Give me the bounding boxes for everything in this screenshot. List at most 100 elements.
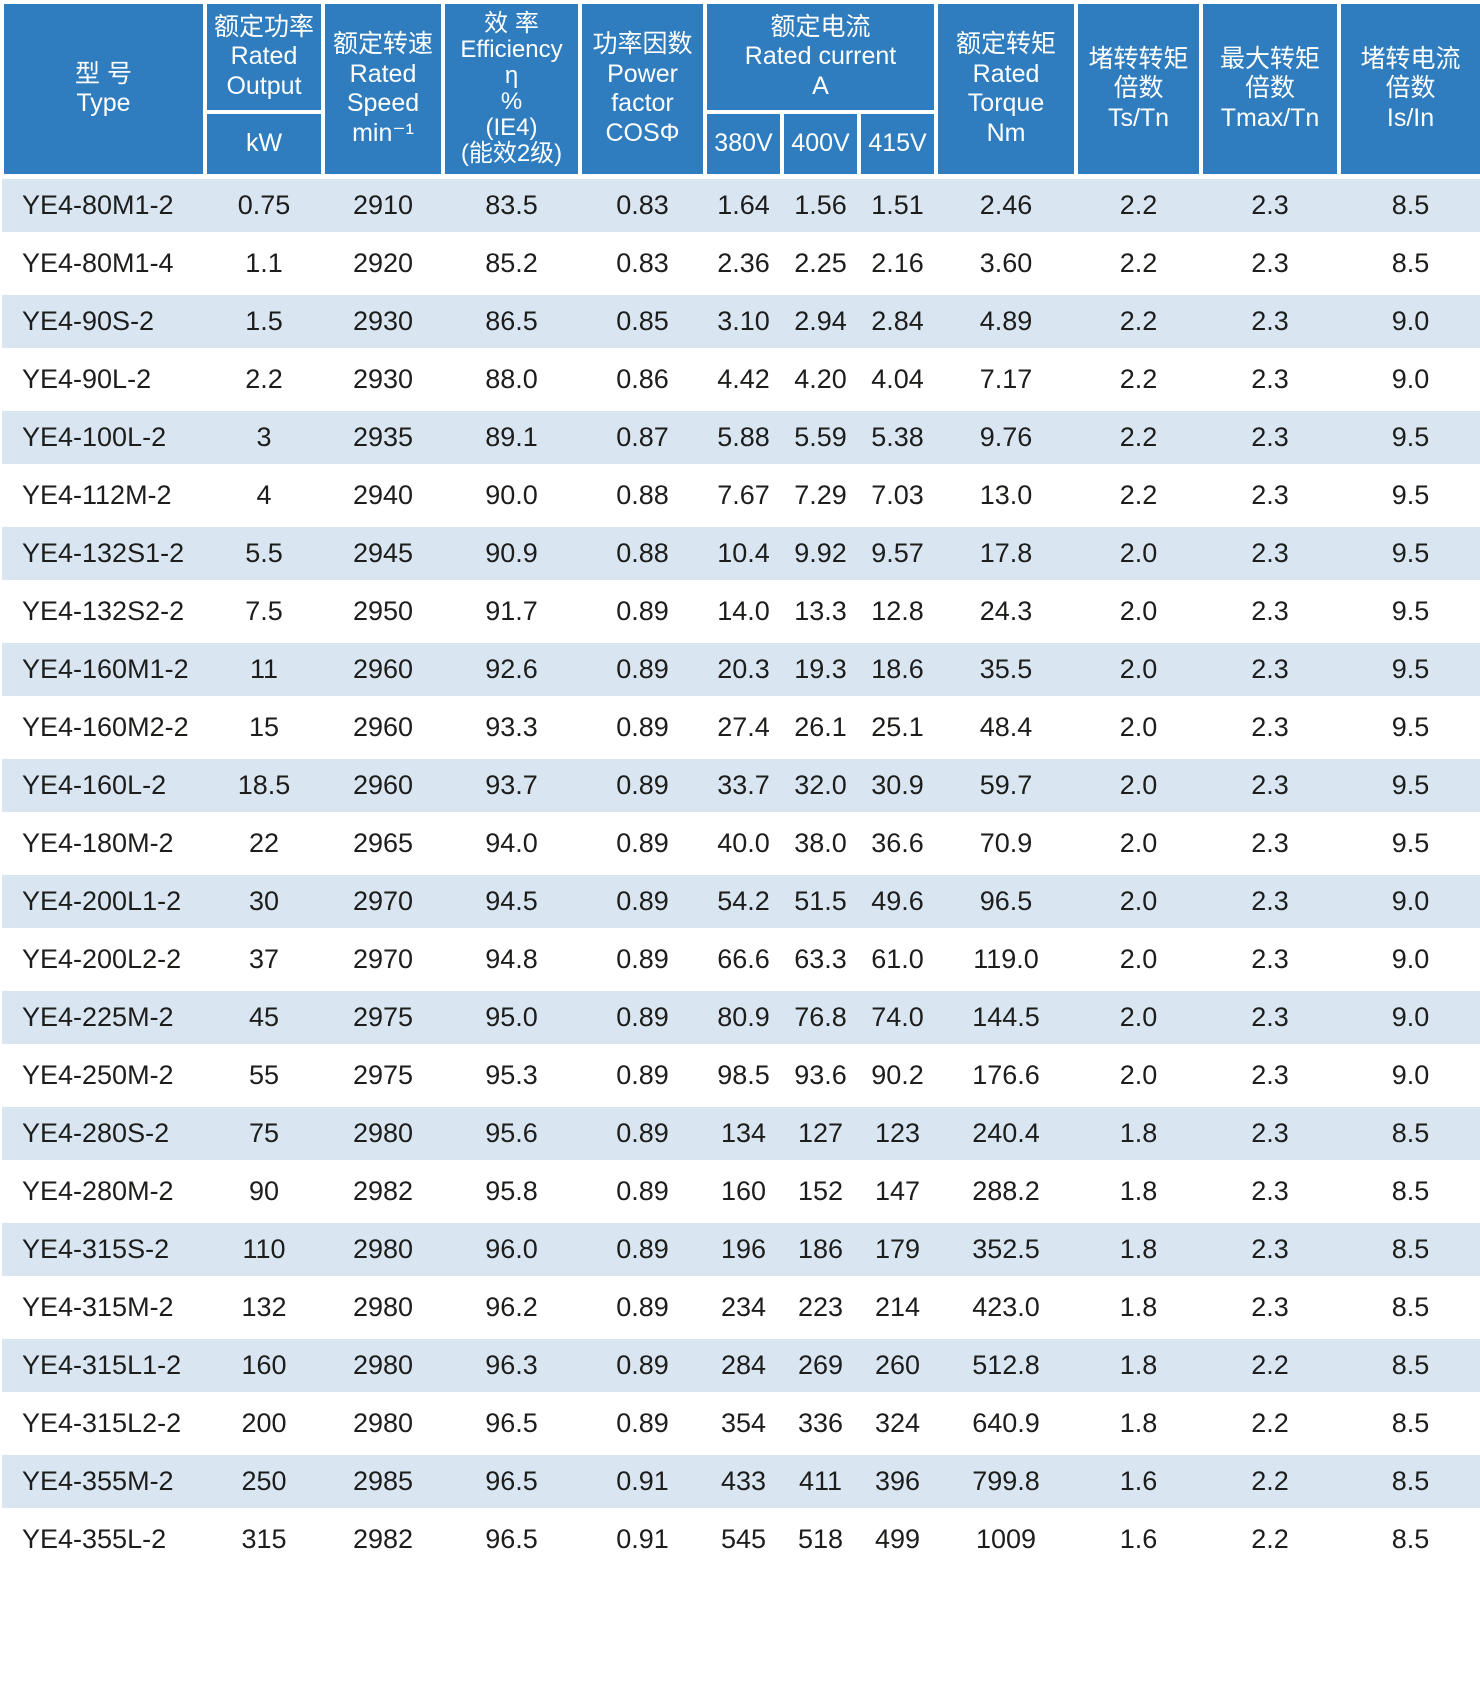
cell-efficiency: 96.0	[443, 1218, 580, 1281]
cell-efficiency: 85.2	[443, 232, 580, 295]
cell-efficiency: 95.6	[443, 1102, 580, 1165]
cell-ts_tn: 2.2	[1076, 290, 1202, 353]
cell-speed: 2930	[323, 290, 443, 353]
cell-type: YE4-200L2-2	[2, 928, 205, 991]
cell-i_415v: 49.6	[859, 870, 937, 933]
cell-ts_tn: 2.0	[1076, 812, 1202, 875]
cell-torque: 3.60	[936, 232, 1077, 295]
cell-kw: 250	[205, 1450, 323, 1513]
table-row: YE4-160L-2 18.5 2960 93.7 0.89 33.7 32.0 30.9 59…	[2, 754, 1480, 817]
cell-i_400v: 51.5	[782, 870, 859, 933]
cell-torque: 176.6	[936, 1044, 1077, 1107]
cell-speed: 2935	[323, 406, 443, 469]
cell-speed: 2970	[323, 928, 443, 991]
cell-torque: 640.9	[936, 1392, 1077, 1455]
cell-speed: 2960	[323, 638, 443, 701]
cell-i_400v: 7.29	[782, 464, 859, 527]
cell-speed: 2980	[323, 1334, 443, 1397]
cell-efficiency: 89.1	[443, 406, 580, 469]
cell-ts_tn: 1.6	[1076, 1508, 1202, 1571]
cell-speed: 2975	[323, 986, 443, 1049]
col-header-400v: 400V	[780, 110, 861, 179]
cell-efficiency: 88.0	[443, 348, 580, 411]
cell-cos_phi: 0.89	[580, 1044, 705, 1107]
cell-type: YE4-315S-2	[2, 1218, 205, 1281]
cell-torque: 70.9	[936, 812, 1077, 875]
col-header-efficiency: 效 率 Efficiency η % (IE4) (能效2级)	[441, 0, 582, 179]
cell-i_415v: 2.84	[859, 290, 937, 353]
cell-torque: 423.0	[936, 1276, 1077, 1339]
cell-speed: 2970	[323, 870, 443, 933]
cell-torque: 59.7	[936, 754, 1077, 817]
cell-type: YE4-355M-2	[2, 1450, 205, 1513]
cell-is_in: 8.5	[1339, 1102, 1480, 1165]
cell-kw: 55	[205, 1044, 323, 1107]
cell-i_400v: 13.3	[782, 580, 859, 643]
cell-i_415v: 2.16	[859, 232, 937, 295]
cell-i_415v: 61.0	[859, 928, 937, 991]
cell-torque: 7.17	[936, 348, 1077, 411]
cell-tmax_tn: 2.3	[1201, 812, 1340, 875]
col-header-rated-speed: 额定转速 Rated Speed min⁻¹	[321, 0, 445, 179]
cell-is_in: 9.5	[1339, 812, 1480, 875]
cell-type: YE4-315L2-2	[2, 1392, 205, 1455]
cell-speed: 2975	[323, 1044, 443, 1107]
cell-kw: 132	[205, 1276, 323, 1339]
cell-i_415v: 179	[859, 1218, 937, 1281]
cell-i_400v: 32.0	[782, 754, 859, 817]
cell-i_400v: 9.92	[782, 522, 859, 585]
cell-efficiency: 92.6	[443, 638, 580, 701]
table-row: YE4-80M1-2 0.75 2910 83.5 0.83 1.64 1.56 1.51 2.…	[2, 174, 1480, 237]
cell-i_400v: 38.0	[782, 812, 859, 875]
cell-type: YE4-250M-2	[2, 1044, 205, 1107]
cell-i_415v: 123	[859, 1102, 937, 1165]
cell-ts_tn: 2.0	[1076, 696, 1202, 759]
cell-is_in: 9.0	[1339, 290, 1480, 353]
cell-cos_phi: 0.89	[580, 1102, 705, 1165]
cell-efficiency: 86.5	[443, 290, 580, 353]
cell-speed: 2980	[323, 1218, 443, 1281]
cell-torque: 799.8	[936, 1450, 1077, 1513]
cell-cos_phi: 0.89	[580, 1276, 705, 1339]
cell-type: YE4-80M1-4	[2, 232, 205, 295]
cell-kw: 5.5	[205, 522, 323, 585]
cell-cos_phi: 0.91	[580, 1508, 705, 1571]
cell-cos_phi: 0.87	[580, 406, 705, 469]
cell-efficiency: 96.2	[443, 1276, 580, 1339]
cell-ts_tn: 2.2	[1076, 174, 1202, 237]
cell-ts_tn: 2.0	[1076, 754, 1202, 817]
cell-i_380v: 1.64	[705, 174, 782, 237]
cell-i_380v: 284	[705, 1334, 782, 1397]
cell-tmax_tn: 2.3	[1201, 1044, 1340, 1107]
cell-ts_tn: 1.8	[1076, 1392, 1202, 1455]
table-row: YE4-180M-2 22 2965 94.0 0.89 40.0 38.0 36.6 70.9…	[2, 812, 1480, 875]
cell-type: YE4-315L1-2	[2, 1334, 205, 1397]
cell-type: YE4-355L-2	[2, 1508, 205, 1571]
cell-i_400v: 26.1	[782, 696, 859, 759]
cell-efficiency: 91.7	[443, 580, 580, 643]
cell-speed: 2950	[323, 580, 443, 643]
cell-efficiency: 95.8	[443, 1160, 580, 1223]
cell-speed: 2980	[323, 1276, 443, 1339]
cell-i_415v: 9.57	[859, 522, 937, 585]
cell-is_in: 8.5	[1339, 1218, 1480, 1281]
cell-type: YE4-112M-2	[2, 464, 205, 527]
cell-i_380v: 3.10	[705, 290, 782, 353]
cell-ts_tn: 1.8	[1076, 1276, 1202, 1339]
cell-tmax_tn: 2.2	[1201, 1334, 1340, 1397]
cell-type: YE4-90S-2	[2, 290, 205, 353]
cell-type: YE4-80M1-2	[2, 174, 205, 237]
cell-torque: 17.8	[936, 522, 1077, 585]
cell-efficiency: 96.3	[443, 1334, 580, 1397]
cell-tmax_tn: 2.2	[1201, 1450, 1340, 1513]
cell-speed: 2982	[323, 1160, 443, 1223]
cell-i_415v: 260	[859, 1334, 937, 1397]
cell-is_in: 8.5	[1339, 1276, 1480, 1339]
cell-i_415v: 4.04	[859, 348, 937, 411]
cell-ts_tn: 2.2	[1076, 348, 1202, 411]
cell-efficiency: 93.7	[443, 754, 580, 817]
cell-kw: 75	[205, 1102, 323, 1165]
cell-kw: 90	[205, 1160, 323, 1223]
cell-speed: 2945	[323, 522, 443, 585]
motor-spec-table: 型 号 Type 额定功率 Rated Output 额定转速 Rated Sp…	[0, 0, 1480, 1571]
